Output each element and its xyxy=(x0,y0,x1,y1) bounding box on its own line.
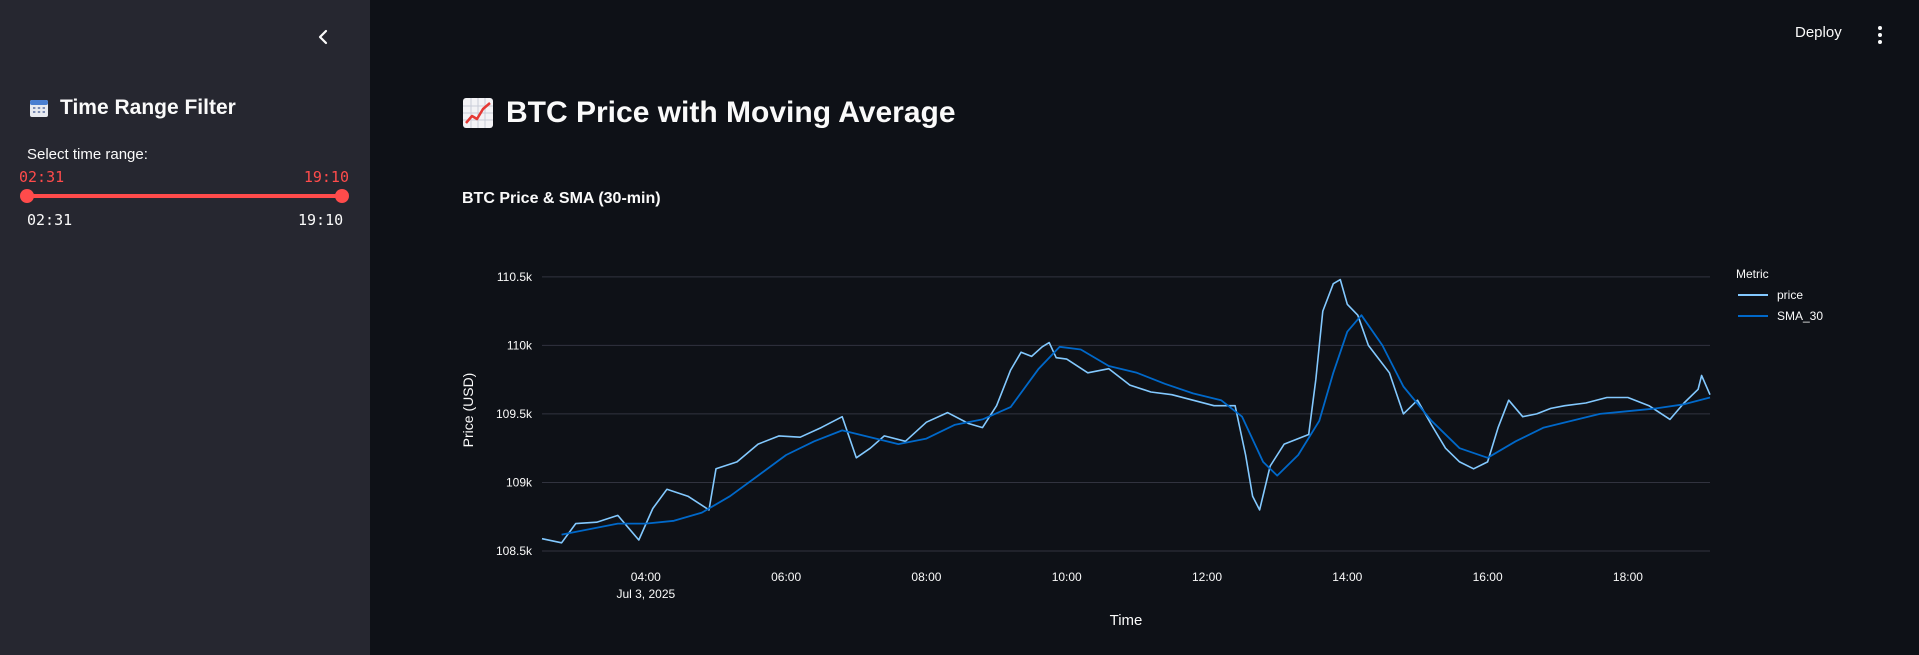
x-tick-label: 08:00 xyxy=(911,570,941,584)
main-menu-button[interactable] xyxy=(1872,22,1888,48)
sidebar-title-text: Time Range Filter xyxy=(60,96,236,119)
x-tick-date-label: Jul 3, 2025 xyxy=(616,587,675,601)
x-tick-label: 18:00 xyxy=(1613,570,1643,584)
slider-track[interactable] xyxy=(26,194,342,198)
kebab-menu-icon xyxy=(1878,26,1882,44)
slider-thumb-end[interactable] xyxy=(335,189,349,203)
x-tick-label: 14:00 xyxy=(1332,570,1362,584)
y-tick-label: 110k xyxy=(507,338,533,352)
range-start-value: 02:31 xyxy=(19,168,65,186)
range-end-value: 19:10 xyxy=(303,168,349,186)
chart-legend: Metric price SMA_30 xyxy=(1736,267,1823,323)
y-tick-label: 108.5k xyxy=(496,544,533,558)
sidebar-title: Time Range Filter xyxy=(29,96,236,120)
legend-item-price[interactable]: price xyxy=(1777,288,1803,302)
slider-max-label: 19:10 xyxy=(298,211,344,229)
x-tick-label: 12:00 xyxy=(1192,570,1222,584)
time-range-slider[interactable]: 02:31 19:10 02:31 19:10 xyxy=(19,168,349,238)
legend-item-sma_30[interactable]: SMA_30 xyxy=(1777,309,1823,323)
page-title-text: BTC Price with Moving Average xyxy=(506,96,956,129)
series-line-sma_30 xyxy=(561,314,1711,536)
y-axis-label: Price (USD) xyxy=(460,373,476,448)
y-tick-label: 110.5k xyxy=(497,270,533,284)
deploy-button[interactable]: Deploy xyxy=(1795,24,1842,41)
chart-increasing-icon xyxy=(463,98,493,128)
x-axis-label: Time xyxy=(1110,612,1143,629)
chart-title: BTC Price & SMA (30-min) xyxy=(462,190,661,207)
calendar-icon xyxy=(30,100,48,117)
x-tick-label: 04:00 xyxy=(631,570,661,584)
slider-thumb-start[interactable] xyxy=(20,189,34,203)
chevron-left-icon xyxy=(318,29,328,45)
sidebar: Time Range Filter Select time range: 02:… xyxy=(0,0,370,655)
slider-label: Select time range: xyxy=(27,146,148,163)
y-tick-label: 109k xyxy=(506,475,533,489)
legend-title: Metric xyxy=(1736,267,1769,281)
x-tick-label: 16:00 xyxy=(1473,570,1503,584)
page-title: BTC Price with Moving Average xyxy=(462,96,956,130)
y-tick-label: 109.5k xyxy=(496,407,533,421)
collapse-sidebar-button[interactable] xyxy=(310,24,336,50)
x-tick-label: 06:00 xyxy=(771,570,801,584)
slider-min-label: 02:31 xyxy=(27,211,73,229)
x-tick-label: 10:00 xyxy=(1052,570,1082,584)
series-line-price xyxy=(541,278,1711,544)
